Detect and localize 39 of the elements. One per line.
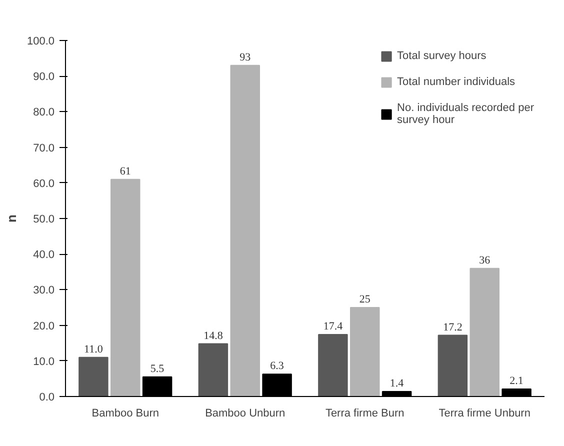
data-label: 93 [240,51,252,64]
x-tick-label: Terra firme Unburn [438,408,530,420]
bar [110,178,140,396]
data-label: 14.8 [204,330,224,342]
y-tick-label: 60.0 [33,178,55,190]
x-tick-label: Bamboo Burn [92,408,160,420]
bar [198,343,228,396]
data-label: 17.4 [323,320,344,333]
data-label: 17.2 [443,321,462,334]
legend-label: Total survey hours [397,50,486,62]
data-label: 6.3 [270,360,284,372]
y-tick-label: 50.0 [33,214,55,226]
y-tick-label: 0.0 [39,392,55,404]
bar [230,64,260,396]
bar [350,307,380,396]
data-label: 61 [120,165,131,178]
y-tick-label: 80.0 [33,106,55,119]
data-label: 2.1 [510,375,524,388]
y-tick-label: 10.0 [33,356,55,368]
bar [78,356,108,396]
data-label: 1.4 [390,378,404,390]
legend-label: Total number individuals [397,76,516,88]
bar [438,334,468,396]
data-label: 5.5 [150,362,165,375]
data-label: 11.0 [84,343,104,356]
data-label: 25 [359,294,371,306]
y-axis-title: n [4,214,19,222]
y-tick-label: 30.0 [33,284,55,297]
bar [318,334,348,396]
x-tick-label: Terra firme Burn [325,408,404,420]
y-tick-label: 20.0 [33,320,55,332]
data-label: 36 [479,254,491,266]
y-tick-label: 90.0 [33,71,55,84]
y-tick-label: 70.0 [33,142,55,154]
legend-label: No. individuals recorded per survey hour [397,102,534,126]
y-tick-label: 40.0 [33,249,55,262]
y-tick-label: 100.0 [26,36,55,48]
bar [470,268,500,396]
x-tick-label: Bamboo Unburn [205,408,286,420]
